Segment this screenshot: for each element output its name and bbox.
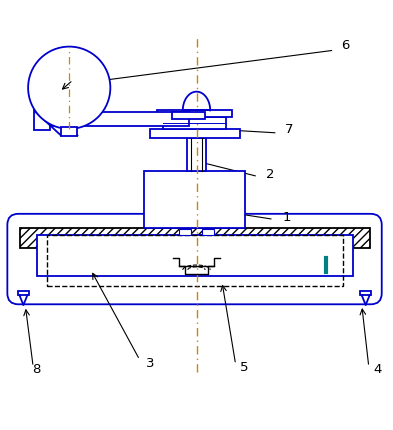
Circle shape (28, 46, 110, 129)
Bar (149, 129, 240, 138)
Bar (47, 235, 343, 286)
Text: 1: 1 (283, 211, 291, 224)
Text: 6: 6 (342, 39, 350, 52)
Bar (20, 228, 369, 248)
Text: 3: 3 (145, 357, 154, 370)
Text: 8: 8 (32, 363, 40, 376)
Bar (143, 171, 246, 228)
Text: 5: 5 (241, 361, 249, 374)
Bar (187, 138, 206, 171)
Bar (36, 112, 189, 126)
Bar (172, 112, 205, 119)
Bar (179, 229, 191, 235)
FancyBboxPatch shape (7, 214, 382, 304)
Bar (163, 117, 226, 129)
Bar (360, 292, 371, 295)
Bar (18, 292, 29, 295)
Bar (37, 235, 353, 276)
Text: 7: 7 (285, 123, 293, 136)
Bar (34, 104, 50, 130)
Text: 2: 2 (266, 168, 274, 181)
Text: 4: 4 (373, 363, 382, 376)
Bar (202, 229, 214, 235)
Bar (157, 111, 232, 117)
Bar (61, 127, 77, 135)
